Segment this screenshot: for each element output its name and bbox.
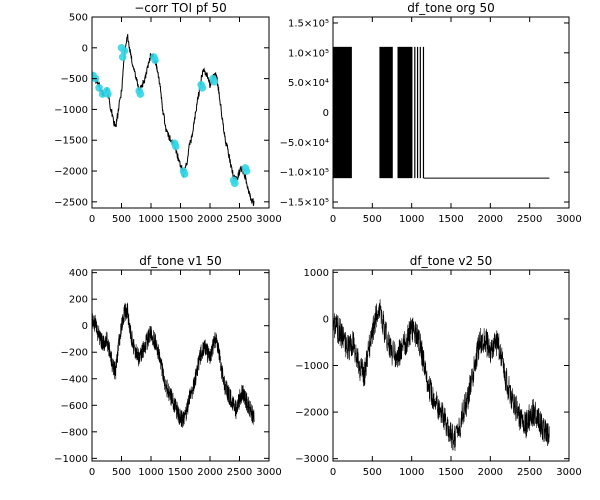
x-tick-label: 500: [363, 467, 382, 478]
data-point: [171, 142, 180, 151]
data-point: [151, 56, 159, 64]
chart-title: df_tone org 50: [407, 1, 494, 15]
y-tick-label: −1000: [295, 361, 329, 372]
y-tick-label: −2000: [295, 408, 329, 419]
x-tick-label: 2500: [517, 214, 542, 225]
x-tick-label: 0: [89, 214, 95, 225]
x-tick-label: 2500: [227, 467, 252, 478]
chart-panel-1: −corr TOI pf 50 0 500 1000 1500 2000 2500 3000 −…: [54, 1, 282, 225]
plot-area: [92, 34, 255, 206]
data-series-line: [333, 299, 550, 452]
x-tick-label: 3000: [256, 467, 281, 478]
x-tick-label: 500: [363, 214, 382, 225]
x-tick-label: 1000: [399, 467, 424, 478]
y-tick-label: −1.5×10⁵: [280, 198, 329, 209]
x-tick-label: 2500: [227, 214, 252, 225]
x-tick-label: 500: [112, 214, 131, 225]
y-tick-label: −2000: [54, 167, 88, 178]
x-tick-label: 1000: [138, 467, 163, 478]
y-tick-label: 5.0×10⁴: [288, 78, 329, 89]
y-tick-label: 0: [82, 321, 88, 332]
chart-title: df_tone v2 50: [410, 254, 493, 268]
data-series-line: [92, 34, 255, 206]
y-tick-label: −2500: [54, 197, 88, 208]
chart-panel-2: df_tone org 50 0 500 1000 1500 2000 2500 3000 −1…: [280, 1, 582, 225]
y-tick-label: −800: [61, 427, 88, 438]
y-tick-label: −1000: [54, 105, 88, 116]
y-tick-label: −3000: [295, 454, 329, 465]
x-tick-label: 1500: [168, 467, 193, 478]
x-tick-label: 2000: [478, 467, 503, 478]
y-tick-label: −400: [61, 374, 88, 385]
y-tick-label: −5.0×10⁴: [280, 138, 329, 149]
data-point: [210, 77, 218, 86]
data-point: [104, 90, 112, 98]
data-point: [118, 53, 127, 61]
x-tick-label: 1500: [438, 214, 463, 225]
y-tick-label: 400: [69, 268, 88, 279]
plot-area: [92, 302, 255, 428]
chart-panel-4: df_tone v2 50 0 500 1000 1500 2000 2500 3000 −30…: [295, 254, 582, 478]
data-point: [230, 179, 239, 188]
chart-panel-3: df_tone v1 500 500 1000 1500 2000 2500 3000−10…: [54, 254, 282, 478]
plot-area: [333, 46, 550, 179]
x-tick-label: 2000: [197, 214, 222, 225]
x-tick-label: 1500: [168, 214, 193, 225]
signal-block-2: [379, 46, 393, 179]
plot-frame: [332, 16, 570, 209]
x-tick-label: 2000: [197, 467, 222, 478]
signal-block-1: [333, 46, 352, 179]
x-tick-label: 2000: [478, 214, 503, 225]
data-series-line: [92, 302, 255, 428]
chart-title: df_tone v1 50: [139, 254, 222, 268]
y-tick-label: 1.0×10⁵: [288, 48, 329, 59]
x-tick-label: 0: [89, 467, 95, 478]
x-tick-label: 2500: [517, 467, 542, 478]
y-tick-label: −1500: [54, 136, 88, 147]
y-tick-label: 0: [82, 43, 88, 54]
x-tick-label: 3000: [556, 214, 581, 225]
x-tick-label: 0: [330, 467, 336, 478]
x-tick-label: 0: [330, 214, 336, 225]
x-tick-label: 1000: [138, 214, 163, 225]
x-tick-label: 3000: [556, 467, 581, 478]
y-tick-label: 0: [323, 314, 329, 325]
x-tick-label: 1000: [399, 214, 424, 225]
plot-frame: [91, 269, 270, 462]
x-tick-label: 3000: [256, 214, 281, 225]
y-tick-label: 200: [69, 295, 88, 306]
y-tick-label: −500: [61, 74, 88, 85]
chart-title: −corr TOI pf 50: [134, 1, 227, 15]
data-point: [180, 170, 189, 178]
x-tick-label: 1500: [438, 467, 463, 478]
y-tick-label: 1000: [304, 268, 329, 279]
data-point: [95, 84, 103, 92]
data-point: [120, 47, 129, 55]
y-tick-label: −1.0×10⁵: [280, 168, 329, 179]
data-point: [242, 167, 251, 175]
y-tick-label: −200: [61, 348, 88, 359]
y-tick-label: 0: [323, 108, 329, 119]
x-tick-label: 500: [112, 467, 131, 478]
y-tick-label: −600: [61, 401, 88, 412]
plot-area: [333, 299, 550, 452]
y-tick-label: 500: [69, 13, 88, 24]
y-tick-label: 1.5×10⁵: [288, 18, 329, 29]
data-point: [136, 90, 145, 98]
y-tick-label: −1000: [54, 454, 88, 465]
signal-block-3: [397, 46, 413, 179]
data-point: [198, 84, 207, 92]
